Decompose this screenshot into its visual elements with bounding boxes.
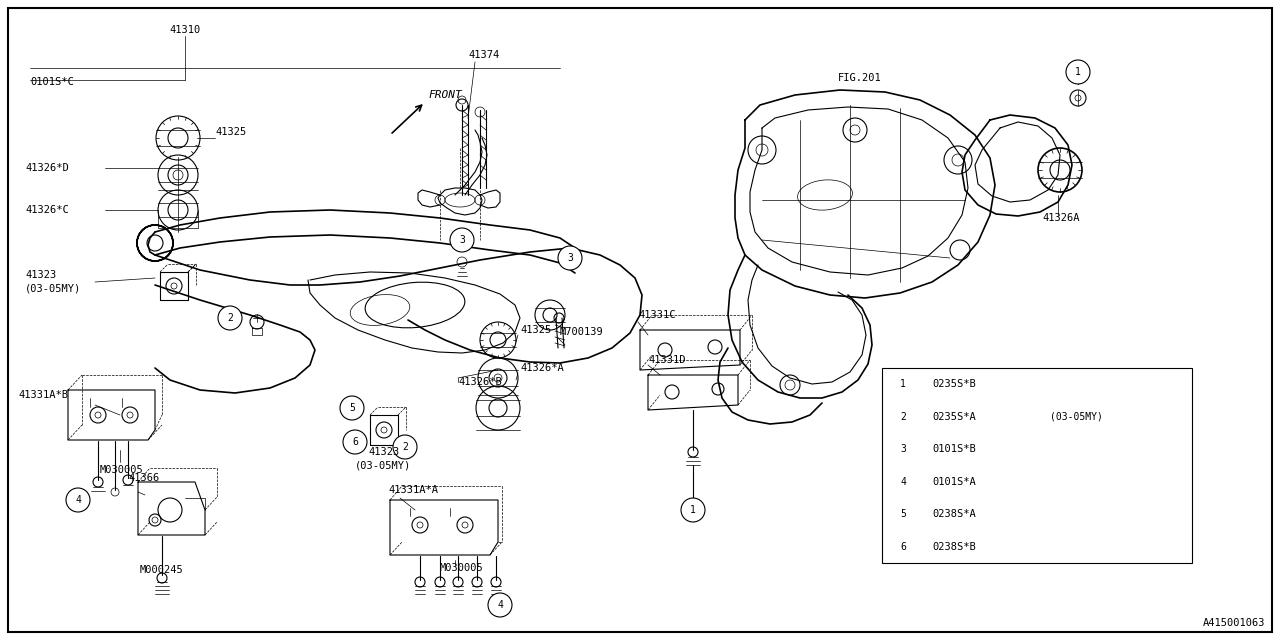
Text: 41326A: 41326A (1042, 213, 1079, 223)
Text: (03-05MY): (03-05MY) (26, 283, 81, 293)
Circle shape (558, 246, 582, 270)
Text: M700139: M700139 (561, 327, 604, 337)
Circle shape (681, 498, 705, 522)
Text: 41326*B: 41326*B (458, 377, 502, 387)
Text: FRONT: FRONT (428, 90, 462, 100)
Text: (03-05MY): (03-05MY) (355, 460, 411, 470)
Text: 1: 1 (690, 505, 696, 515)
Text: A415001063: A415001063 (1202, 618, 1265, 628)
Circle shape (451, 228, 474, 252)
Circle shape (343, 430, 367, 454)
Text: (03-05MY): (03-05MY) (1050, 412, 1103, 422)
Text: 5: 5 (900, 509, 906, 519)
Text: 4: 4 (900, 477, 906, 487)
Text: 41325: 41325 (215, 127, 246, 137)
Text: 41323: 41323 (369, 447, 399, 457)
Text: 0235S*A: 0235S*A (932, 412, 975, 422)
Text: 0101S*C: 0101S*C (29, 77, 74, 87)
Circle shape (890, 436, 916, 462)
Text: M030005: M030005 (440, 563, 484, 573)
Text: 41326*D: 41326*D (26, 163, 69, 173)
Text: 41331C: 41331C (637, 310, 676, 320)
Text: 4: 4 (497, 600, 503, 610)
Text: M000245: M000245 (140, 565, 184, 575)
Text: FIG.201: FIG.201 (838, 73, 882, 83)
Circle shape (393, 435, 417, 459)
Text: 41374: 41374 (468, 50, 499, 60)
Text: 2: 2 (900, 412, 906, 422)
Text: 0238S*B: 0238S*B (932, 541, 975, 552)
Text: 0101S*B: 0101S*B (932, 444, 975, 454)
Text: 6: 6 (352, 437, 358, 447)
Text: 3: 3 (460, 235, 465, 245)
Circle shape (1066, 60, 1091, 84)
Circle shape (890, 371, 916, 397)
Text: 41366: 41366 (128, 473, 159, 483)
Text: 4: 4 (76, 495, 81, 505)
Circle shape (890, 534, 916, 560)
Text: 41326*C: 41326*C (26, 205, 69, 215)
Circle shape (890, 501, 916, 527)
Text: 2: 2 (227, 313, 233, 323)
Circle shape (218, 306, 242, 330)
Text: 1: 1 (900, 380, 906, 389)
Circle shape (340, 396, 364, 420)
Text: 1: 1 (1075, 67, 1080, 77)
Text: 41331A*A: 41331A*A (388, 485, 438, 495)
Text: M030005: M030005 (100, 465, 143, 475)
Text: 3: 3 (900, 444, 906, 454)
Bar (882, 368, 1192, 563)
Circle shape (890, 468, 916, 495)
Circle shape (890, 404, 916, 429)
Text: 2: 2 (402, 442, 408, 452)
Text: 0235S*B: 0235S*B (932, 380, 975, 389)
Text: 41325: 41325 (520, 325, 552, 335)
Text: 6: 6 (900, 541, 906, 552)
Text: 41331A*B: 41331A*B (18, 390, 68, 400)
Text: 0238S*A: 0238S*A (932, 509, 975, 519)
Text: 0101S*A: 0101S*A (932, 477, 975, 487)
Circle shape (488, 593, 512, 617)
Text: 3: 3 (567, 253, 573, 263)
Text: 41310: 41310 (169, 25, 201, 35)
Text: 41331D: 41331D (648, 355, 686, 365)
Text: 5: 5 (349, 403, 355, 413)
Circle shape (67, 488, 90, 512)
Text: 41323: 41323 (26, 270, 56, 280)
Text: 41326*A: 41326*A (520, 363, 563, 373)
